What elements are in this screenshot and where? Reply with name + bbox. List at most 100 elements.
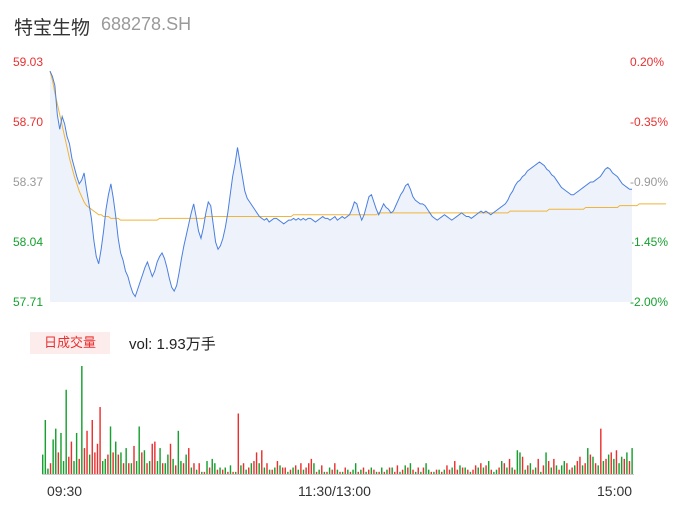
volume-bar [631,448,633,474]
volume-bar [459,465,461,474]
volume-bar [266,463,268,474]
volume-bar [122,463,125,474]
volume-bar [563,461,566,474]
volume-bar [352,469,354,474]
volume-bar [605,458,607,474]
volume-bar [70,441,73,474]
volume-bar [294,465,297,474]
volume-bar [341,471,344,474]
volume-bar [422,467,425,474]
volume-bar [94,452,96,474]
volume-bar [388,467,391,474]
volume-bar [628,461,631,474]
volume-bar [284,467,286,474]
volume-bar [190,467,193,474]
volume-bar [224,467,226,474]
volume-bar [542,465,545,474]
volume-bar [396,465,399,474]
y-tick-left-2: 58.37 [13,175,44,189]
volume-bar [360,469,362,474]
volume-bar [161,463,164,474]
volume-bar [592,456,594,474]
volume-bar [281,467,284,474]
volume-bar [425,463,427,474]
y-tick-right-3: -1.45% [630,235,669,249]
volume-bar [626,452,628,474]
volume-bar [383,471,386,474]
volume-bar [107,454,109,474]
volume-bar [60,432,62,474]
volume-bar [501,461,503,474]
volume-bar [156,461,159,474]
volume-bar [537,458,539,474]
volume-bar [623,458,625,474]
volume-bar [308,463,310,474]
volume-bar [607,454,610,474]
volume-bar [407,467,409,474]
volume-bar [464,467,466,474]
volume-bar [412,469,414,474]
y-tick-left-0: 59.03 [13,55,44,69]
volume-bar [386,469,388,474]
volume-bar [253,461,255,474]
volume-bar [44,420,47,474]
volume-bar [381,467,383,474]
volume-bar [81,366,83,474]
volume-bar [261,450,263,474]
volume-bar [597,465,599,474]
volume-bar [292,467,294,474]
volume-bar [576,461,579,474]
volume-bar [339,471,341,474]
volume-bar [193,463,195,474]
volume-bar [495,469,498,474]
volume-bar [250,463,253,474]
volume-bar [49,463,52,474]
volume-bar [172,458,174,474]
volume-badge[interactable]: 日成交量 [30,332,110,354]
volume-bar [221,469,224,474]
volume-bar [326,471,328,474]
volume-bar [469,471,472,474]
volume-bar [68,456,70,474]
volume-bar [581,465,584,474]
volume-bar [490,469,492,474]
volume-bar [182,463,185,474]
volume-bar [229,465,232,474]
volume-bar [146,463,148,474]
volume-bar [600,428,602,474]
volume-bar [289,469,292,474]
volume-bar [524,469,526,474]
volume-bar [154,441,156,474]
y-tick-right-2: -0.90% [630,175,669,189]
volume-bar [594,463,597,474]
x-tick-open: 09:30 [47,483,83,499]
volume-bar [579,456,581,474]
volume-bar [279,465,281,474]
y-tick-right-0: 0.20% [630,55,665,69]
volume-bar [545,452,547,474]
x-tick-close: 15:00 [597,483,633,499]
volume-bar [589,454,592,474]
volume-bar [245,469,247,474]
y-tick-left-1: 58.70 [13,115,44,129]
volume-bar [427,469,430,474]
volume-bar [206,461,208,474]
volume-bar [148,461,151,474]
volume-bar [258,463,260,474]
volume-bar [227,471,229,474]
volume-bar [487,461,490,474]
volume-bar [135,461,138,474]
volume-bar [255,452,258,474]
volume-bar [349,471,352,474]
y-tick-right-4: -2.00% [630,295,669,309]
volume-bar [485,465,487,474]
volume-bar [302,469,305,474]
volume-bar [506,467,508,474]
volume-bar [519,452,521,474]
volume-bar [498,467,500,474]
volume-bar [362,467,365,474]
volume-bar [477,467,479,474]
volume-bar [615,450,618,474]
volume-bar [73,461,75,474]
volume-bar [336,469,339,474]
